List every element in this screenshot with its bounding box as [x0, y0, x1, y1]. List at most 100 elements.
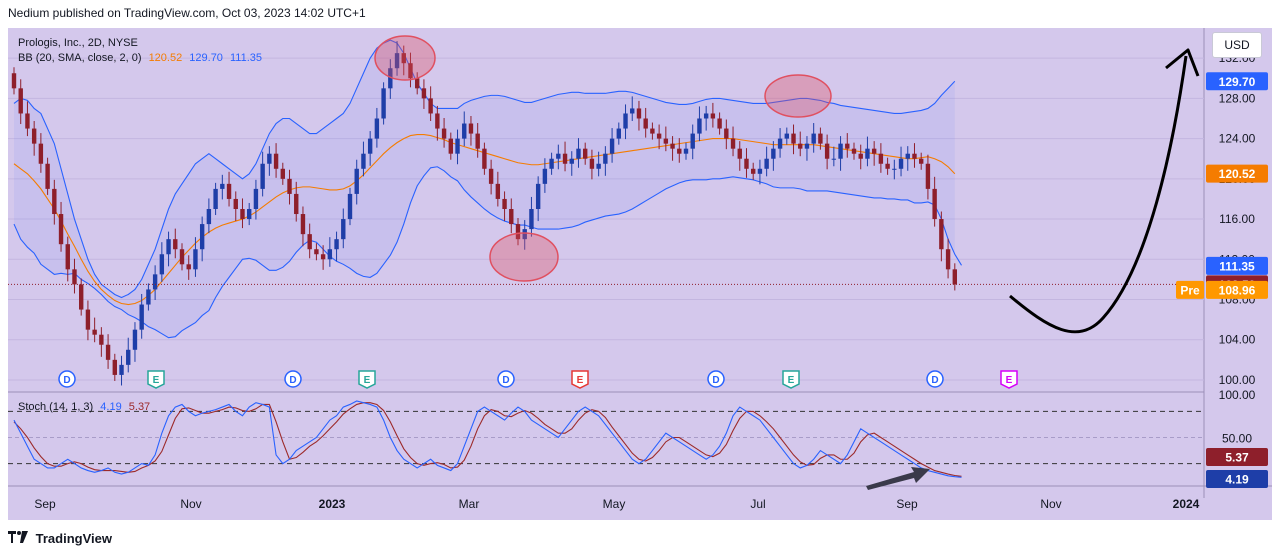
- event-letter: D: [931, 375, 938, 386]
- candle-body: [206, 209, 212, 225]
- candle-body: [388, 68, 393, 89]
- stochastic-pane: [8, 400, 1204, 478]
- legend-stoch: Stoch (14, 1, 3) 4.19 5.37: [18, 401, 150, 413]
- stoch-k-line: [13, 400, 962, 478]
- event-marker-earnings-beat[interactable]: E: [147, 370, 165, 389]
- candle-body: [751, 168, 756, 174]
- candle-body: [683, 148, 689, 154]
- stoch-tick-label: 50.00: [1222, 432, 1252, 446]
- candle-body: [831, 158, 837, 160]
- candle-body: [596, 163, 601, 169]
- candle-body: [643, 118, 648, 129]
- candle-body: [367, 138, 373, 154]
- time-tick-label: Mar: [459, 497, 480, 511]
- event-marker-dividend[interactable]: D: [284, 370, 302, 388]
- candle-body: [562, 153, 568, 164]
- dividend-icon: [926, 370, 944, 388]
- candle-body: [394, 53, 400, 69]
- candle-body: [45, 163, 50, 189]
- legend-symbol: Prologis, Inc., 2D, NYSE: [18, 37, 138, 49]
- candle-body: [583, 148, 588, 159]
- candle-body: [905, 153, 910, 159]
- candle-body: [213, 188, 218, 209]
- published-caption: Nedium published on TradingView.com, Oct…: [8, 6, 366, 20]
- candle-body: [475, 133, 480, 149]
- earnings-icon: [1000, 370, 1018, 389]
- candle-body: [871, 148, 877, 154]
- candle-body: [495, 183, 501, 199]
- candle-body: [677, 148, 682, 154]
- candle-body: [462, 123, 467, 139]
- candle-body: [757, 168, 763, 174]
- candle-body: [220, 183, 225, 189]
- event-marker-earnings-beat[interactable]: E: [358, 370, 376, 389]
- stoch-badge-bg: [1206, 470, 1268, 488]
- candle-body: [105, 344, 111, 360]
- pre-market-tag: [1176, 280, 1204, 299]
- candle-body: [132, 329, 138, 350]
- legend-bb: BB (20, SMA, close, 2, 0) 120.52 129.70 …: [18, 52, 262, 64]
- candle-body: [703, 113, 709, 119]
- earnings-icon: [358, 370, 376, 389]
- projection-arrow: [1009, 55, 1188, 334]
- candle-body: [126, 349, 131, 365]
- candle-body: [878, 153, 884, 164]
- candle-body: [777, 138, 783, 149]
- price-tick-label: 124.00: [1219, 132, 1256, 146]
- candle-body: [710, 113, 716, 119]
- candle-body: [119, 364, 124, 375]
- earnings-icon: [571, 370, 589, 389]
- event-marker-earnings-miss[interactable]: E: [571, 370, 589, 389]
- event-marker-earnings-upcoming[interactable]: E: [1000, 370, 1018, 389]
- legend-bb-label: BB (20, SMA, close, 2, 0): [18, 52, 142, 64]
- event-letter: E: [1006, 375, 1013, 386]
- grid: [8, 28, 1272, 498]
- candle-body: [226, 183, 232, 199]
- price-tick-label: 104.00: [1219, 333, 1256, 347]
- stoch-tick-label: 100.00: [1219, 388, 1256, 402]
- candle-body: [79, 284, 84, 310]
- legend-stoch-label: Stoch (14, 1, 3): [18, 401, 94, 413]
- event-marker-dividend[interactable]: D: [926, 370, 944, 388]
- candle-body: [838, 143, 843, 159]
- event-letter: D: [502, 375, 509, 386]
- bb-upper-line: [13, 39, 956, 299]
- candle-body: [569, 158, 574, 164]
- currency-button[interactable]: USD: [1212, 32, 1262, 58]
- event-marker-dividend[interactable]: D: [707, 370, 725, 388]
- candle-body: [811, 133, 816, 144]
- candle-body: [374, 118, 380, 139]
- candle-body: [636, 108, 642, 119]
- candle-body: [468, 123, 474, 134]
- candle-body: [603, 153, 608, 164]
- event-marker-earnings-beat[interactable]: E: [782, 370, 800, 389]
- dividend-icon: [284, 370, 302, 388]
- candle-body: [18, 88, 23, 114]
- candle-body: [240, 209, 245, 220]
- candle-body: [791, 133, 796, 144]
- candle-body: [25, 113, 30, 129]
- candle-body: [31, 128, 37, 144]
- candle-body: [697, 118, 702, 134]
- event-marker-dividend[interactable]: D: [497, 370, 515, 388]
- candle-body: [919, 158, 924, 164]
- candle-body: [690, 133, 695, 149]
- price-tick-label: 128.00: [1219, 91, 1256, 105]
- candle-body: [112, 359, 117, 375]
- candle-body: [327, 249, 333, 260]
- stoch-badge: 5.37: [1206, 448, 1268, 466]
- stoch-badge-text: 5.37: [1225, 451, 1249, 465]
- price-badge: 129.70: [1206, 72, 1268, 91]
- candle-body: [294, 193, 299, 215]
- candles: [8, 41, 1204, 386]
- event-marker-dividend[interactable]: D: [58, 370, 76, 388]
- candle-body: [435, 113, 440, 129]
- candle-body: [233, 198, 238, 209]
- candle-body: [52, 188, 57, 215]
- time-tick-label: Nov: [180, 497, 201, 511]
- footer-brand[interactable]: TradingView: [8, 531, 112, 546]
- event-letter: E: [788, 375, 795, 386]
- candle-body: [858, 153, 863, 159]
